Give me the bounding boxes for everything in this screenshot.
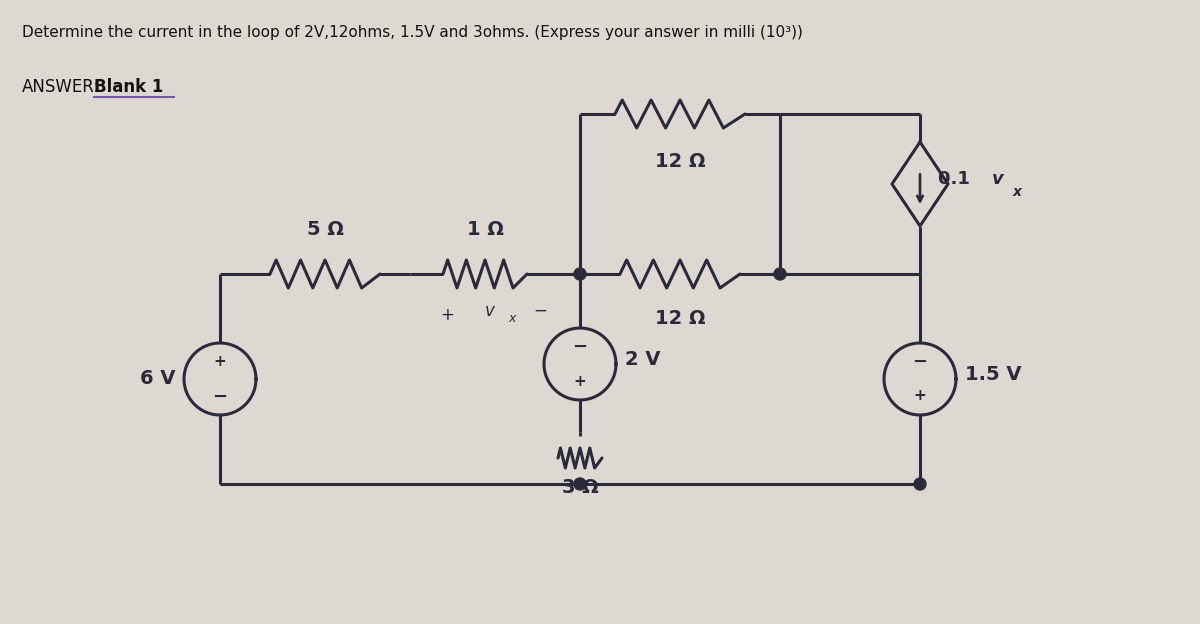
Text: Blank 1: Blank 1 bbox=[94, 78, 163, 96]
Text: 0.1: 0.1 bbox=[938, 170, 976, 188]
Text: 2 V: 2 V bbox=[625, 349, 660, 369]
Text: x: x bbox=[509, 312, 516, 325]
Text: +: + bbox=[913, 389, 926, 404]
Text: 3 Ω: 3 Ω bbox=[562, 478, 599, 497]
Text: v: v bbox=[992, 170, 1003, 188]
Circle shape bbox=[774, 268, 786, 280]
Text: +: + bbox=[214, 354, 227, 369]
Text: 1.5 V: 1.5 V bbox=[965, 364, 1021, 384]
Text: +: + bbox=[440, 306, 454, 324]
Text: x: x bbox=[1013, 185, 1022, 199]
Text: 12 Ω: 12 Ω bbox=[655, 309, 706, 328]
Text: −: − bbox=[912, 353, 928, 371]
Text: 12 Ω: 12 Ω bbox=[655, 152, 706, 171]
Text: ANSWER:: ANSWER: bbox=[22, 78, 100, 96]
Text: Determine the current in the loop of 2V,12ohms, 1.5V and 3ohms. (Express your an: Determine the current in the loop of 2V,… bbox=[22, 25, 803, 40]
Circle shape bbox=[574, 478, 586, 490]
Text: 1 Ω: 1 Ω bbox=[467, 220, 504, 239]
Text: 6 V: 6 V bbox=[139, 369, 175, 389]
Text: +: + bbox=[574, 374, 587, 389]
Text: v: v bbox=[485, 302, 494, 320]
Circle shape bbox=[914, 478, 926, 490]
Circle shape bbox=[574, 268, 586, 280]
Text: 5 Ω: 5 Ω bbox=[306, 220, 343, 239]
Text: −: − bbox=[212, 388, 228, 406]
Text: −: − bbox=[572, 338, 588, 356]
Text: −: − bbox=[533, 302, 547, 320]
